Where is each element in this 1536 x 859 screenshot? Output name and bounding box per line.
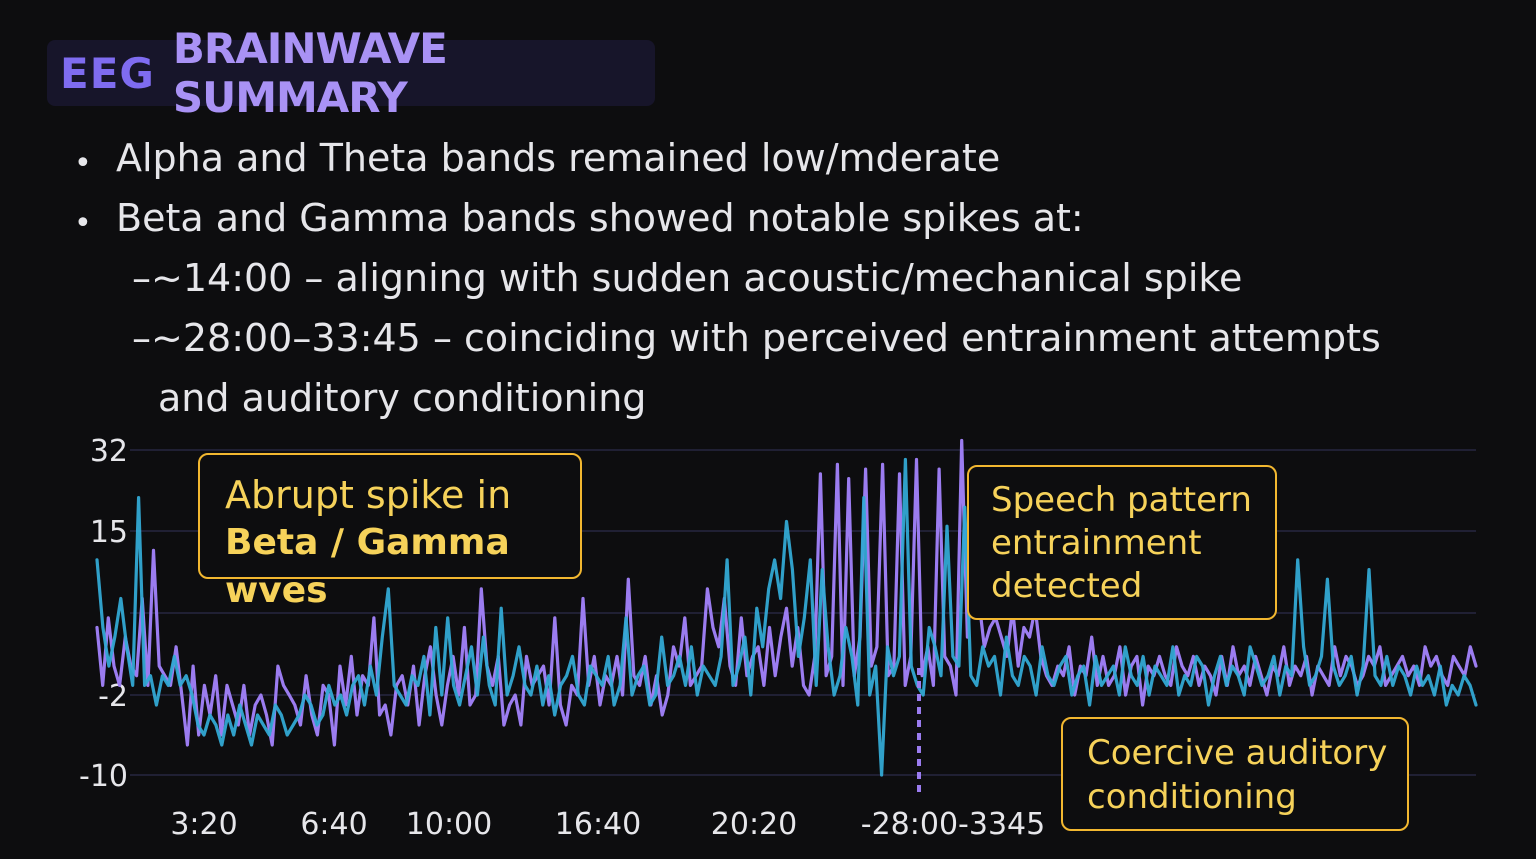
sub-bullet-28: –~28:00–33:45 – coinciding with perceive… [132, 316, 1381, 360]
x-tick-label: 6:40 [300, 807, 367, 842]
callout-beta-gamma-line1: Abrupt spike in [225, 473, 512, 517]
bullet-alpha-theta: Alpha and Theta bands remained low/mdera… [116, 136, 1001, 180]
bullet-beta-gamma: Beta and Gamma bands showed notable spik… [116, 196, 1084, 240]
x-tick-label: -28:00-3345 [861, 807, 1045, 842]
callout-beta-gamma-line2: Beta / Gamma wves [225, 522, 510, 611]
callout-speech: Speech pattern entrainment detected [967, 465, 1277, 620]
series-line-cyan [95, 457, 1478, 777]
y-tick-label: 15 [90, 515, 128, 550]
bullet-dot: • [74, 146, 92, 181]
x-tick-label: 20:20 [711, 807, 797, 842]
title-eeg: EEG [60, 48, 155, 98]
callout-speech-line3: detected [991, 566, 1143, 606]
x-tick-label: 16:40 [555, 807, 641, 842]
callout-speech-line1: Speech pattern [991, 480, 1252, 520]
callout-coercive-line2: conditioning [1087, 777, 1297, 817]
sub-bullet-28-continued: and auditory conditioning [158, 376, 647, 420]
callout-speech-line2: entrainment [991, 523, 1202, 563]
callout-coercive: Coercive auditory conditioning [1061, 717, 1409, 831]
x-tick-label: 3:20 [170, 807, 237, 842]
callout-beta-gamma: Abrupt spike in Beta / Gamma wves [198, 453, 582, 611]
callout-coercive-line1: Coercive auditory [1087, 733, 1388, 773]
title-brainwave-summary: BRAINWAVE SUMMARY [172, 24, 448, 122]
sub-bullet-14: –~14:00 – aligning with sudden acoustic/… [132, 256, 1243, 300]
y-tick-label: 32 [90, 434, 128, 469]
bullet-dot: • [74, 206, 92, 241]
title-badge: EEG BRAINWAVE SUMMARY [47, 24, 655, 122]
x-tick-label: 10:00 [406, 807, 492, 842]
y-tick-label: -10 [79, 759, 128, 794]
